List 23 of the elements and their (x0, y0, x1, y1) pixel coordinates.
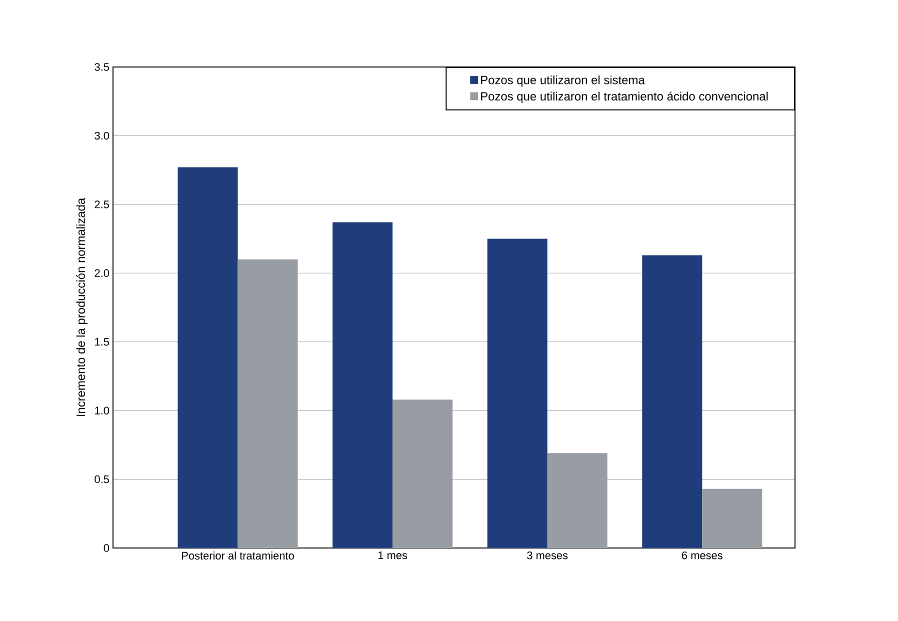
bar (332, 222, 393, 548)
y-tick-label: 0.5 (94, 475, 110, 484)
y-tick-label: 1.0 (95, 406, 110, 414)
x-tick-label: 1 mes (378, 552, 408, 560)
y-tick-label: 1.5 (95, 338, 110, 346)
x-tick-label: 6 meses (682, 552, 722, 560)
bar (487, 238, 548, 548)
bar (178, 167, 238, 548)
y-tick-label: 3.0 (94, 132, 110, 140)
x-tick-label: Posterior al tratamiento (182, 552, 294, 560)
y-tick-label: 2.0 (94, 269, 110, 278)
bar (702, 488, 762, 548)
x-tick-label: 3 meses (527, 552, 568, 560)
bar (547, 453, 608, 548)
y-tick-label: 3.5 (94, 63, 110, 71)
y-axis-title: Incremento de la producción normalizada (76, 198, 88, 416)
bar (392, 400, 453, 548)
legend-label: Pozos que utilizaron el tratamiento ácido convencional (481, 92, 768, 103)
bar (238, 259, 298, 548)
y-tick-label: 2.5 (94, 200, 110, 208)
bar (642, 255, 702, 548)
legend-label: Pozos que utilizaron el sistema (481, 75, 645, 87)
y-tick-label: 0 (104, 544, 110, 552)
